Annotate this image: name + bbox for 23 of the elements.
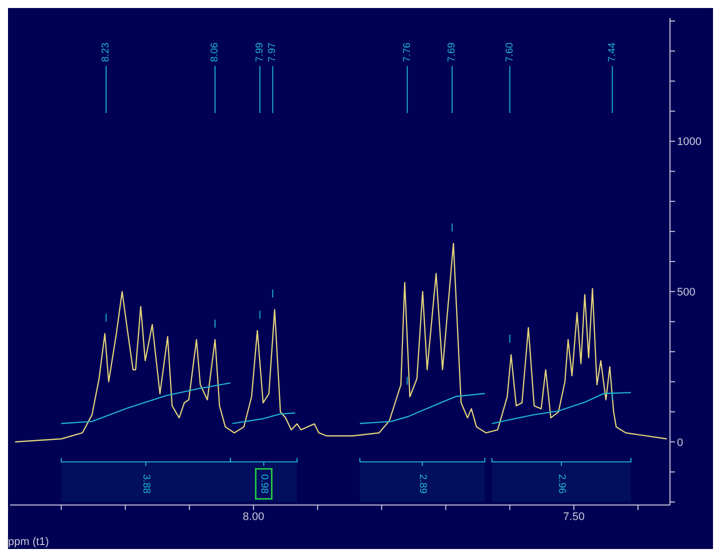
y-tick-label: 500: [677, 286, 696, 298]
line-series: [359, 392, 486, 424]
band-label: 2.89: [416, 474, 428, 494]
band-label: 0.98: [258, 474, 270, 494]
line-series: [14, 242, 668, 442]
x-axis-title: ppm (t1): [8, 536, 49, 548]
ref-line-label: 7.44: [606, 42, 618, 62]
ref-line-label: 7.97: [267, 42, 278, 62]
x-tick-label: 7.50: [563, 510, 585, 523]
ref-line-label: 8.23: [100, 42, 112, 62]
ref-line-label: 7.69: [446, 42, 458, 62]
line-series: [232, 412, 296, 424]
band-label: 2.96: [556, 474, 567, 494]
band-label: 3.88: [140, 474, 152, 494]
ref-line-label: 8.06: [210, 42, 221, 62]
ref-line-label: 7.76: [402, 42, 413, 62]
ref-line-label: 7.60: [504, 42, 516, 62]
y-tick-label: 1000: [677, 136, 702, 148]
line-series: [60, 382, 232, 424]
x-tick-label: 8.00: [242, 510, 264, 523]
y-tick-label: 0: [677, 436, 684, 449]
ref-line-label: 7.99: [254, 42, 266, 62]
line-series: [491, 392, 632, 424]
